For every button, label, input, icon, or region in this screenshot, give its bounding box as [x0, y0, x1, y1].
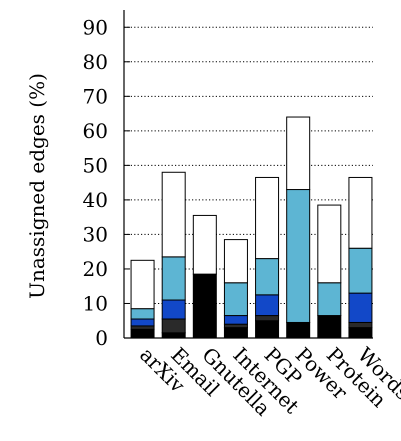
bar-segment [223, 282, 248, 317]
bar-segment [286, 116, 311, 191]
bars [130, 116, 373, 339]
bar-segment [255, 294, 280, 317]
y-tick-label: 90 [83, 15, 108, 39]
bar-segment [223, 315, 248, 325]
bar-segment [348, 321, 373, 329]
bar-segment [255, 320, 280, 339]
x-tick-labels: arXivEmailGnutellaInternetPGPPowerProtei… [135, 343, 401, 421]
y-tick-label: 60 [83, 119, 108, 143]
axes [123, 10, 373, 339]
y-tick-label: 70 [83, 84, 108, 108]
bar-segment [255, 315, 280, 322]
bar-segment [161, 318, 186, 334]
bar-segment [161, 332, 186, 339]
bar-segment [130, 328, 155, 339]
bar-segment [348, 327, 373, 339]
bar-segment [223, 327, 248, 339]
bar-segment [286, 189, 311, 323]
bar-segment [161, 256, 186, 301]
bar-segment [317, 315, 342, 339]
y-tick-label: 40 [83, 188, 108, 212]
y-tick-labels: 0 10 20 30 40 50 60 70 80 90 [83, 15, 108, 350]
bar-segment [223, 239, 248, 284]
bar-segment [223, 323, 248, 329]
bar-segment [130, 318, 155, 327]
bar-segment [255, 258, 280, 296]
y-tick-label: 30 [83, 222, 108, 246]
y-tick-label: 80 [83, 50, 108, 74]
bar-segment [255, 176, 280, 260]
bar-segment [348, 247, 373, 294]
bar-segment [192, 273, 217, 339]
bar-segment [317, 282, 342, 317]
bar-segment [192, 214, 217, 275]
bar-segment [130, 325, 155, 330]
bar-segment [348, 176, 373, 249]
y-axis-title: Unassigned edges (%) [25, 73, 49, 299]
bar-segment [286, 321, 311, 339]
bar-segment [161, 299, 186, 320]
bar-segment [130, 308, 155, 320]
y-tick-label: 20 [83, 257, 108, 281]
bar-segment [317, 204, 342, 284]
bar-segment [161, 171, 186, 258]
y-tick-label: 0 [95, 326, 108, 350]
bar-segment [130, 259, 155, 310]
y-tick-label: 50 [83, 153, 108, 177]
bar-segment [348, 292, 373, 323]
y-tick-label: 10 [83, 291, 108, 315]
